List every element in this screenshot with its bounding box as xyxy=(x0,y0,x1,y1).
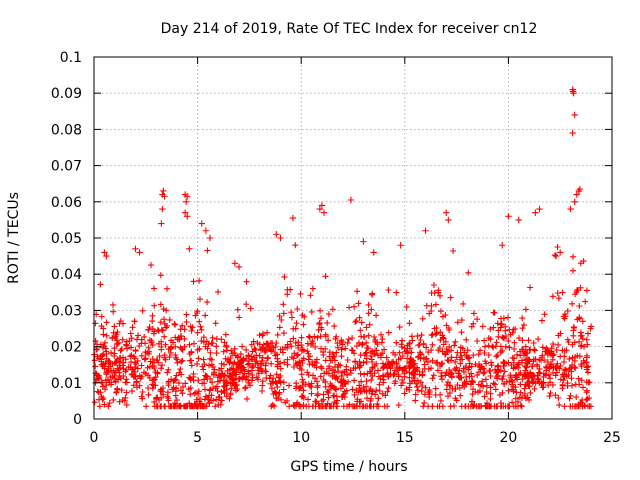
data-point xyxy=(183,198,190,205)
data-point xyxy=(532,209,539,216)
data-point xyxy=(320,209,328,216)
y-tick-label: 0.1 xyxy=(60,50,82,66)
data-point xyxy=(576,185,584,193)
data-point xyxy=(536,205,543,213)
data-point xyxy=(198,220,205,227)
data-point xyxy=(235,263,243,271)
y-tick-label: 0.08 xyxy=(51,122,82,138)
data-point xyxy=(397,242,404,249)
y-tick-label: 0.07 xyxy=(51,159,82,175)
data-point xyxy=(573,191,580,198)
x-axis: 0 5 10 15 20 25 xyxy=(90,57,621,446)
data-point xyxy=(316,205,324,213)
y-axis: 0 0.01 0.02 0.03 0.04 0.05 0.06 0.07 0.08 0.09 0.1 xyxy=(51,50,612,428)
data-point xyxy=(505,213,512,220)
x-tick-label: 15 xyxy=(396,430,414,446)
grid xyxy=(94,57,612,419)
data-point xyxy=(136,249,143,256)
data-point xyxy=(159,205,166,213)
data-point xyxy=(161,193,168,200)
data-point xyxy=(443,209,450,216)
data-point xyxy=(184,213,191,220)
y-tick-label: 0.09 xyxy=(51,86,82,102)
x-tick-label: 25 xyxy=(603,430,621,446)
data-point xyxy=(552,252,560,260)
data-point xyxy=(181,209,189,216)
y-tick-label: 0.02 xyxy=(51,340,82,356)
x-tick-label: 20 xyxy=(499,430,517,446)
data-point xyxy=(422,227,429,234)
data-point xyxy=(318,202,326,209)
data-point xyxy=(202,227,210,234)
data-point xyxy=(347,196,355,204)
data-point xyxy=(132,245,139,253)
data-point xyxy=(370,249,377,256)
data-point xyxy=(206,234,214,242)
data-point xyxy=(277,234,284,242)
data-point-cloud xyxy=(91,242,595,410)
data-point xyxy=(557,249,564,256)
chart-title: Day 214 of 2019, Rate Of TEC Index for r… xyxy=(161,21,538,37)
y-tick-label: 0.01 xyxy=(51,376,82,392)
data-point xyxy=(571,111,578,119)
data-point xyxy=(160,187,167,195)
data-points xyxy=(91,86,595,410)
y-tick-label: 0.06 xyxy=(51,195,82,211)
data-point xyxy=(445,216,452,224)
x-tick-label: 5 xyxy=(193,430,202,446)
data-point xyxy=(515,216,522,224)
data-point xyxy=(571,198,578,205)
x-tick-label: 10 xyxy=(292,430,310,446)
data-point xyxy=(158,220,165,227)
y-tick-label: 0.05 xyxy=(51,231,82,247)
y-tick-label: 0.04 xyxy=(51,267,82,283)
x-tick-label: 0 xyxy=(90,430,99,446)
y-tick-label: 0.03 xyxy=(51,303,82,319)
data-point xyxy=(569,129,576,137)
data-point xyxy=(273,231,280,238)
data-point xyxy=(231,260,239,267)
data-point xyxy=(570,90,577,97)
data-point xyxy=(101,249,108,256)
y-tick-label: 0 xyxy=(73,412,82,428)
data-point xyxy=(186,245,193,253)
y-axis-label: ROTI / TECUs xyxy=(6,192,22,284)
data-point xyxy=(289,214,297,222)
x-axis-label: GPS time / hours xyxy=(290,459,407,475)
data-point xyxy=(184,193,191,200)
data-point xyxy=(103,252,110,260)
data-point xyxy=(498,242,506,249)
data-point xyxy=(567,205,574,213)
data-point xyxy=(360,238,367,245)
